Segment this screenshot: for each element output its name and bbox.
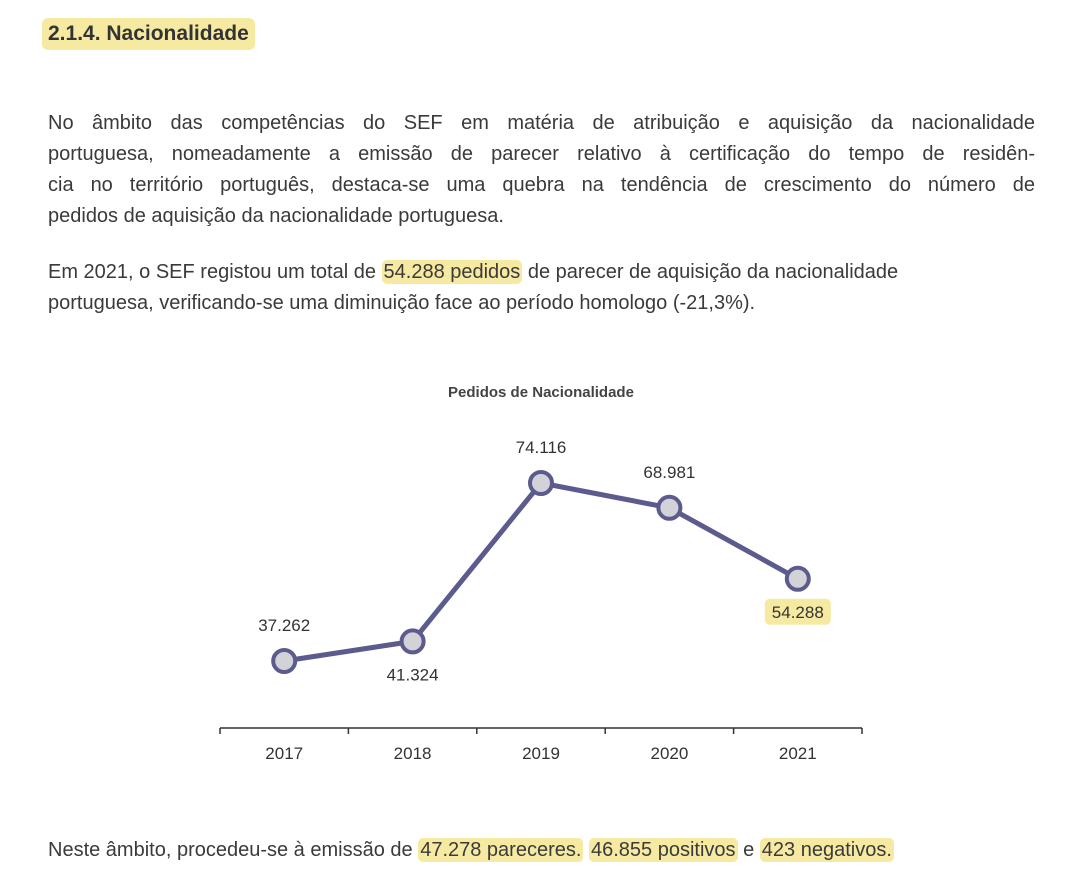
paragraph-intro: No âmbito das competências do SEF em mat… xyxy=(48,108,1048,232)
text-line: portuguesa, verificando-se uma diminuiçã… xyxy=(48,292,756,314)
chart-title: Pedidos de Nacionalidade xyxy=(448,384,634,401)
x-tick-label: 2018 xyxy=(394,744,432,763)
x-axis: 2017 2018 2019 2020 2021 xyxy=(219,727,863,763)
series-line xyxy=(283,480,800,664)
data-point-2019 xyxy=(528,470,554,496)
highlighted-pareceres: 47.278 pareceres. xyxy=(418,838,584,862)
highlighted-negativos: 423 negativos. xyxy=(759,838,894,862)
highlighted-total: 54.288 pedidos xyxy=(381,260,523,284)
text-line: portuguesa, nomeadamente a emissão de pa… xyxy=(48,143,1035,165)
x-tick-label: 2021 xyxy=(779,744,817,763)
x-tick-label: 2019 xyxy=(522,744,560,763)
highlighted-positivos: 46.855 positivos xyxy=(589,838,738,862)
data-point-2021 xyxy=(784,565,811,592)
text-line: cia no território português, destaca-se … xyxy=(48,174,1035,196)
series xyxy=(271,470,811,674)
paragraph-pareceres: Neste âmbito, procedeu-se à emissão de 4… xyxy=(48,835,1048,866)
x-tick-label: 2020 xyxy=(650,744,688,763)
data-point-2020 xyxy=(656,494,683,521)
section-heading: 2.1.4. Nacionalidade xyxy=(42,18,255,50)
data-label-2018: 41.324 xyxy=(387,665,439,684)
data-label-2017: 37.262 xyxy=(258,616,310,635)
text: Neste âmbito, procedeu-se à emissão de xyxy=(48,839,419,861)
text: de parecer de aquisição da nacionalidade xyxy=(522,261,899,283)
data-label-2019: 74.116 xyxy=(516,438,567,457)
text-line: pedidos de aquisição da nacionalidade po… xyxy=(48,205,504,227)
data-labels: 37.262 41.324 74.116 68.981 54.288 xyxy=(258,438,831,684)
label-highlight xyxy=(764,598,831,625)
text-line: No âmbito das competências do SEF em mat… xyxy=(48,112,1035,134)
data-label-2021: 54.288 xyxy=(772,603,824,622)
paragraph-total: Em 2021, o SEF registou um total de 54.2… xyxy=(48,257,1048,319)
data-point-2017 xyxy=(271,648,298,674)
text: Em 2021, o SEF registou um total de xyxy=(48,261,382,283)
data-point-2018 xyxy=(399,628,426,655)
data-label-2020: 68.981 xyxy=(643,463,695,482)
x-tick-label: 2017 xyxy=(265,744,303,763)
text: e xyxy=(737,839,760,861)
